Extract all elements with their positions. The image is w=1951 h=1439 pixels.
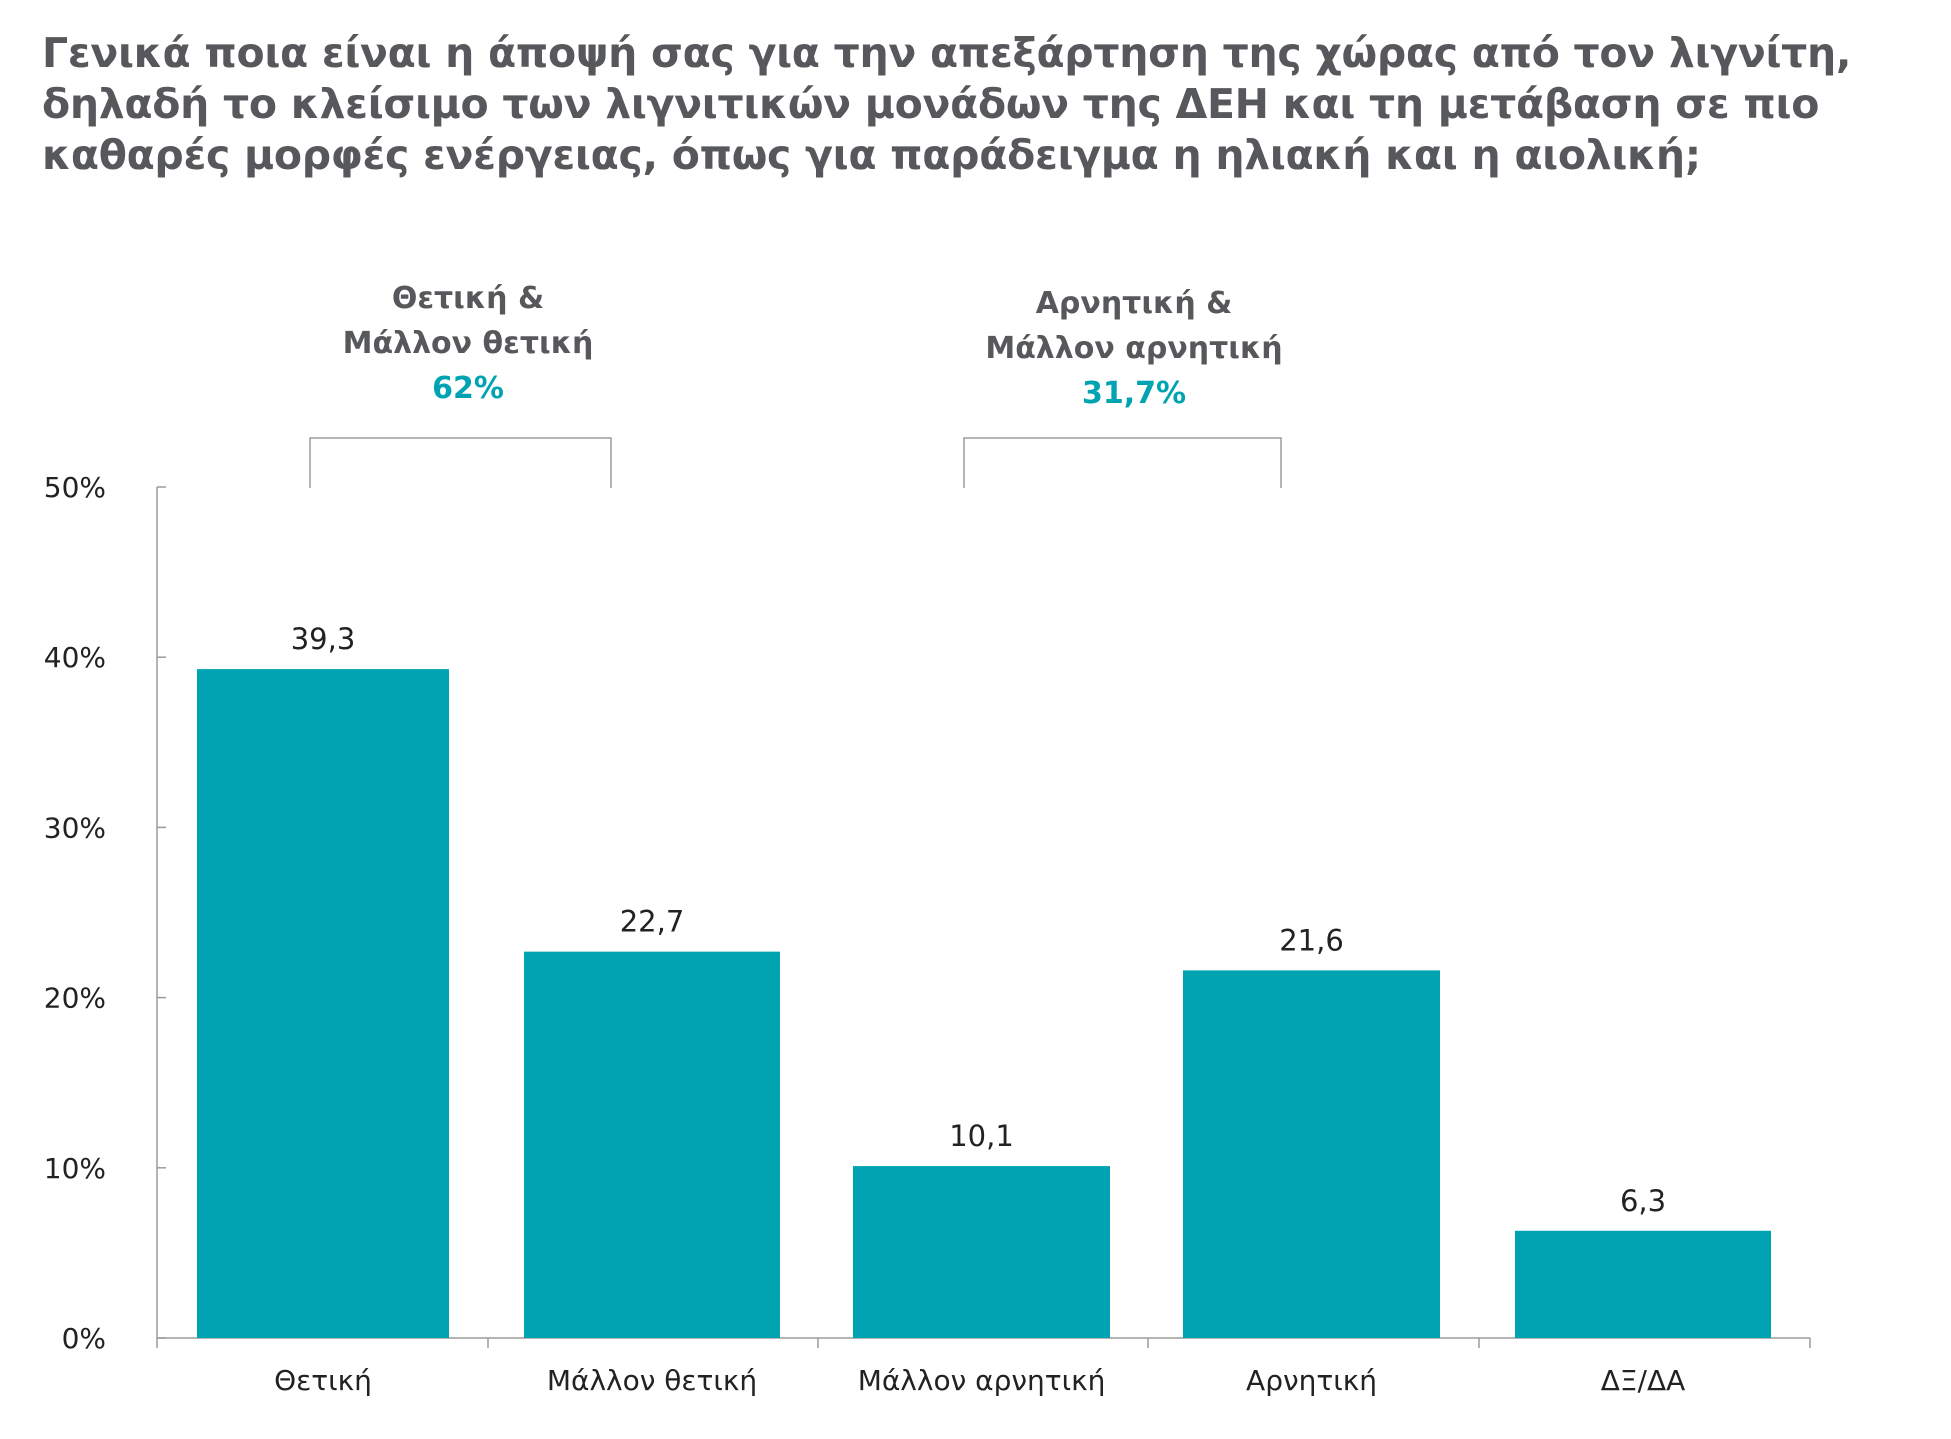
group-bracket	[963, 437, 1282, 488]
x-tick-label: Μάλλον θετική	[547, 1364, 757, 1397]
group-bracket	[309, 437, 612, 488]
x-tick-label: Θετική	[274, 1364, 372, 1397]
y-tick-label: 40%	[44, 641, 106, 674]
group-label-line: Θετική &	[392, 281, 544, 316]
bar	[1515, 1230, 1771, 1338]
group-total: 62%	[432, 371, 504, 406]
bar	[853, 1166, 1110, 1338]
data-label: 10,1	[949, 1119, 1014, 1153]
title-line-3: καθαρές μορφές ενέργειας, όπως για παράδ…	[42, 131, 1701, 179]
group-total: 31,7%	[1082, 376, 1186, 411]
data-label: 21,6	[1279, 923, 1344, 957]
group-label-line: Μάλλον θετική	[343, 326, 594, 361]
x-tick-label: ΔΞ/ΔΑ	[1601, 1364, 1686, 1397]
data-label: 22,7	[620, 905, 685, 939]
bar	[524, 951, 780, 1338]
bar	[197, 669, 449, 1338]
bar	[1183, 970, 1440, 1338]
y-tick-label: 50%	[44, 471, 106, 504]
chart-title: Γενικά ποια είναι η άποψή σας για την απ…	[42, 28, 1902, 181]
y-tick-label: 10%	[44, 1152, 106, 1185]
title-line-2: δηλαδή το κλείσιμο των λιγνιτικών μονάδω…	[42, 80, 1820, 128]
group-label-line: Μάλλον αρνητική	[985, 331, 1282, 366]
x-tick-label: Μάλλον αρνητική	[858, 1364, 1106, 1397]
x-tick-label: Αρνητική	[1246, 1364, 1377, 1397]
data-label: 6,3	[1620, 1184, 1666, 1218]
y-tick-label: 30%	[44, 811, 106, 844]
data-label: 39,3	[291, 622, 356, 656]
title-line-1: Γενικά ποια είναι η άποψή σας για την απ…	[42, 29, 1852, 77]
y-tick-label: 0%	[62, 1322, 106, 1355]
y-tick-label: 20%	[44, 982, 106, 1015]
group-label-line: Αρνητική &	[1036, 286, 1233, 321]
